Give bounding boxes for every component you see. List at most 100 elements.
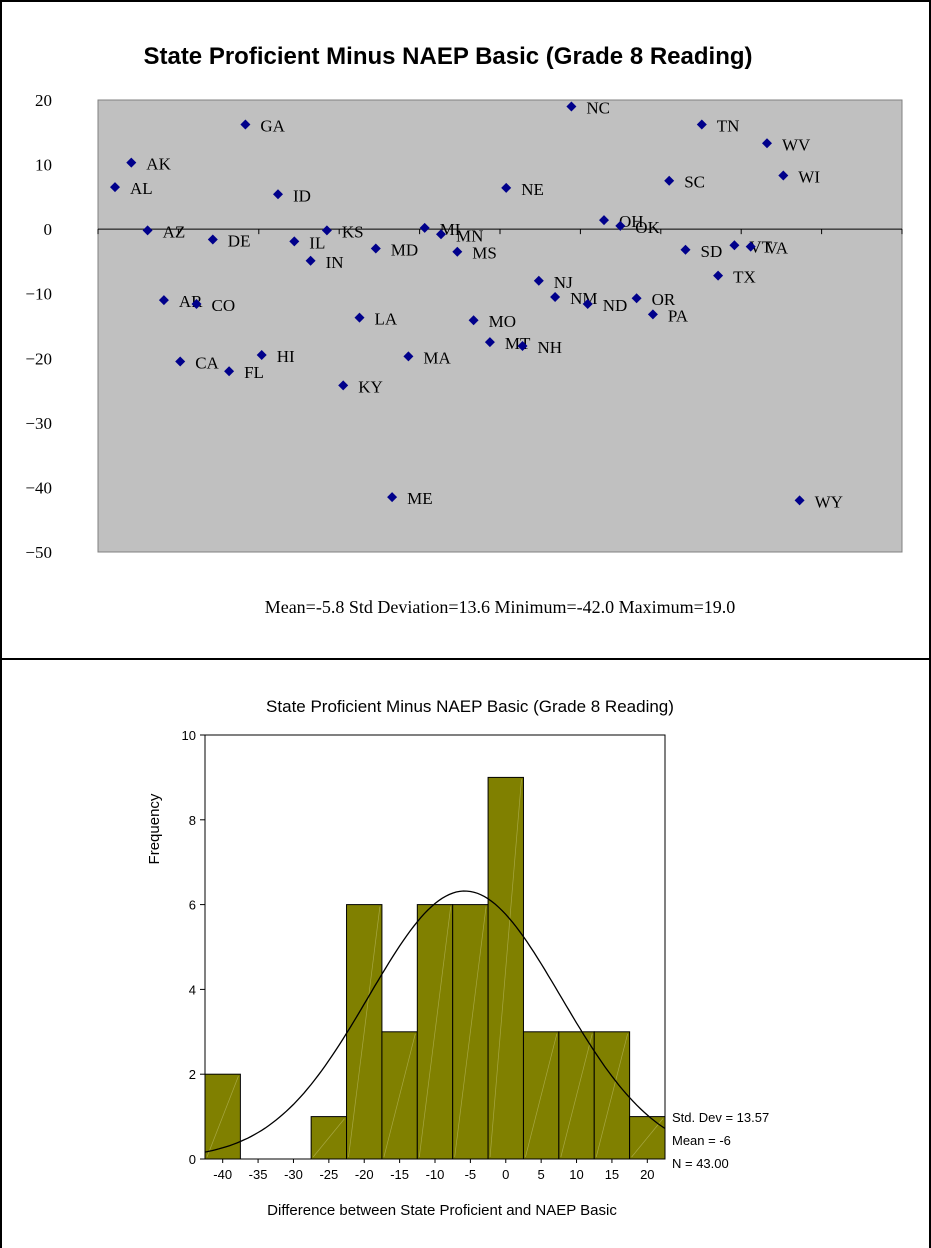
x-tick-label: 15 [605, 1167, 619, 1182]
data-point-marker [240, 119, 251, 130]
histogram-bar-sheen [348, 906, 381, 1158]
y-tick-label: 0 [189, 1152, 196, 1167]
histogram-chart-panel [0, 658, 931, 1248]
data-point-label: NJ [554, 273, 573, 292]
data-point-marker [631, 293, 642, 304]
scatter-title: State Proficient Minus NAEP Basic (Grade… [143, 43, 752, 70]
histogram-ylabel: Frequency [146, 793, 163, 864]
data-point-marker [305, 255, 316, 266]
data-point-marker [126, 157, 137, 168]
data-point-label: MD [391, 241, 418, 260]
data-point-label: AZ [163, 222, 186, 241]
data-point-marker [354, 312, 365, 323]
data-point-marker [191, 299, 202, 310]
x-tick-label: -15 [390, 1167, 409, 1182]
data-point-label: AL [130, 179, 153, 198]
data-point-marker [501, 182, 512, 193]
y-tick-label: 10 [35, 156, 52, 175]
x-tick-label: -5 [465, 1167, 477, 1182]
x-tick-label: -35 [249, 1167, 268, 1182]
data-point-marker [696, 119, 707, 130]
histogram-xlabel: Difference between State Proficient and … [267, 1202, 617, 1219]
x-tick-label: -10 [426, 1167, 445, 1182]
data-point-label: LA [375, 310, 398, 329]
data-point-label: NE [521, 180, 544, 199]
data-point-label: VA [766, 239, 789, 258]
data-point-label: AR [179, 292, 203, 311]
scatter-plot-area [97, 99, 903, 553]
data-point-label: TX [733, 268, 756, 287]
data-point-marker [175, 356, 186, 367]
data-point-marker [403, 351, 414, 362]
data-point-marker [582, 299, 593, 310]
histogram-bar-sheen [525, 1033, 558, 1158]
x-tick-label: -25 [319, 1167, 338, 1182]
histogram-stat: N = 43.00 [672, 1156, 729, 1171]
data-point-label: NC [586, 98, 610, 117]
histogram-bar-sheen [560, 1033, 593, 1158]
data-point-label: TN [717, 117, 740, 136]
data-point-marker [550, 291, 561, 302]
normal-curve [204, 890, 666, 1153]
histogram-layer: 0 2 4 6 8 10 -40 -35 -30 -25 -20 -15 -10 -5 0 5 10 15 20 St… [182, 728, 770, 1182]
y-tick-label: 2 [189, 1067, 196, 1082]
x-tick-label: 10 [569, 1167, 583, 1182]
data-point-label: MO [489, 312, 516, 331]
data-point-marker [142, 225, 153, 236]
data-point-label: DE [228, 231, 251, 250]
x-tick-label: 20 [640, 1167, 654, 1182]
data-point-label: VT [749, 237, 772, 256]
histogram-bar-sheen [489, 779, 522, 1158]
data-point-marker [370, 243, 381, 254]
scatter-layer: 20 10 0 −10 −20 −30 −40 −50 AL AK AZ AR CA CO DE FL GA HI… [25, 91, 903, 562]
data-point-label: GA [260, 117, 285, 136]
data-point-marker [256, 350, 267, 361]
y-tick-label: −30 [25, 414, 52, 433]
scatter-summary: Mean=-5.8 Std Deviation=13.6 Minimum=-42… [265, 597, 736, 617]
y-tick-label: 8 [189, 813, 196, 828]
scatter-chart-panel [0, 0, 931, 660]
data-point-marker [762, 138, 772, 149]
data-point-label: CO [212, 296, 236, 315]
data-point-label: AK [146, 155, 171, 174]
histogram-bar-sheen [418, 906, 452, 1158]
data-point-label: ND [603, 296, 628, 315]
data-point-label: WI [798, 168, 820, 187]
data-point-label: SC [684, 173, 705, 192]
data-point-marker [224, 366, 235, 377]
y-tick-label: 0 [44, 220, 53, 239]
data-point-marker [452, 246, 463, 257]
histogram-bar-sheen [454, 906, 487, 1158]
y-tick-label: 4 [189, 982, 196, 997]
y-tick-label: −10 [25, 285, 52, 304]
y-tick-label: 20 [35, 91, 52, 110]
histogram-bar-sheen [383, 1033, 416, 1158]
data-point-marker [615, 220, 626, 231]
data-point-marker [517, 341, 528, 352]
data-point-marker [387, 492, 398, 503]
x-tick-label: -40 [213, 1167, 232, 1182]
data-point-label: KY [358, 377, 383, 396]
data-point-label: WV [782, 135, 811, 154]
data-point-label: MS [472, 244, 497, 263]
data-point-label: OR [652, 290, 676, 309]
histogram-bar-sheen [206, 1076, 239, 1158]
data-point-label: PA [668, 306, 689, 325]
data-point-marker [110, 182, 120, 193]
data-point-marker [566, 101, 577, 112]
y-tick-label: −50 [25, 543, 52, 562]
histogram-stat: Mean = -6 [672, 1133, 731, 1148]
data-point-marker [468, 315, 479, 326]
data-point-label: OK [635, 218, 660, 237]
histogram-title: State Proficient Minus NAEP Basic (Grade… [266, 697, 674, 716]
data-point-label: MN [456, 226, 483, 245]
data-point-marker [419, 222, 430, 233]
data-point-label: KS [342, 222, 364, 241]
data-point-marker [729, 240, 740, 251]
x-tick-label: 5 [538, 1167, 545, 1182]
data-point-label: WY [815, 492, 843, 511]
data-point-marker [289, 236, 300, 247]
data-point-label: MT [505, 334, 531, 353]
data-point-label: ID [293, 186, 311, 205]
